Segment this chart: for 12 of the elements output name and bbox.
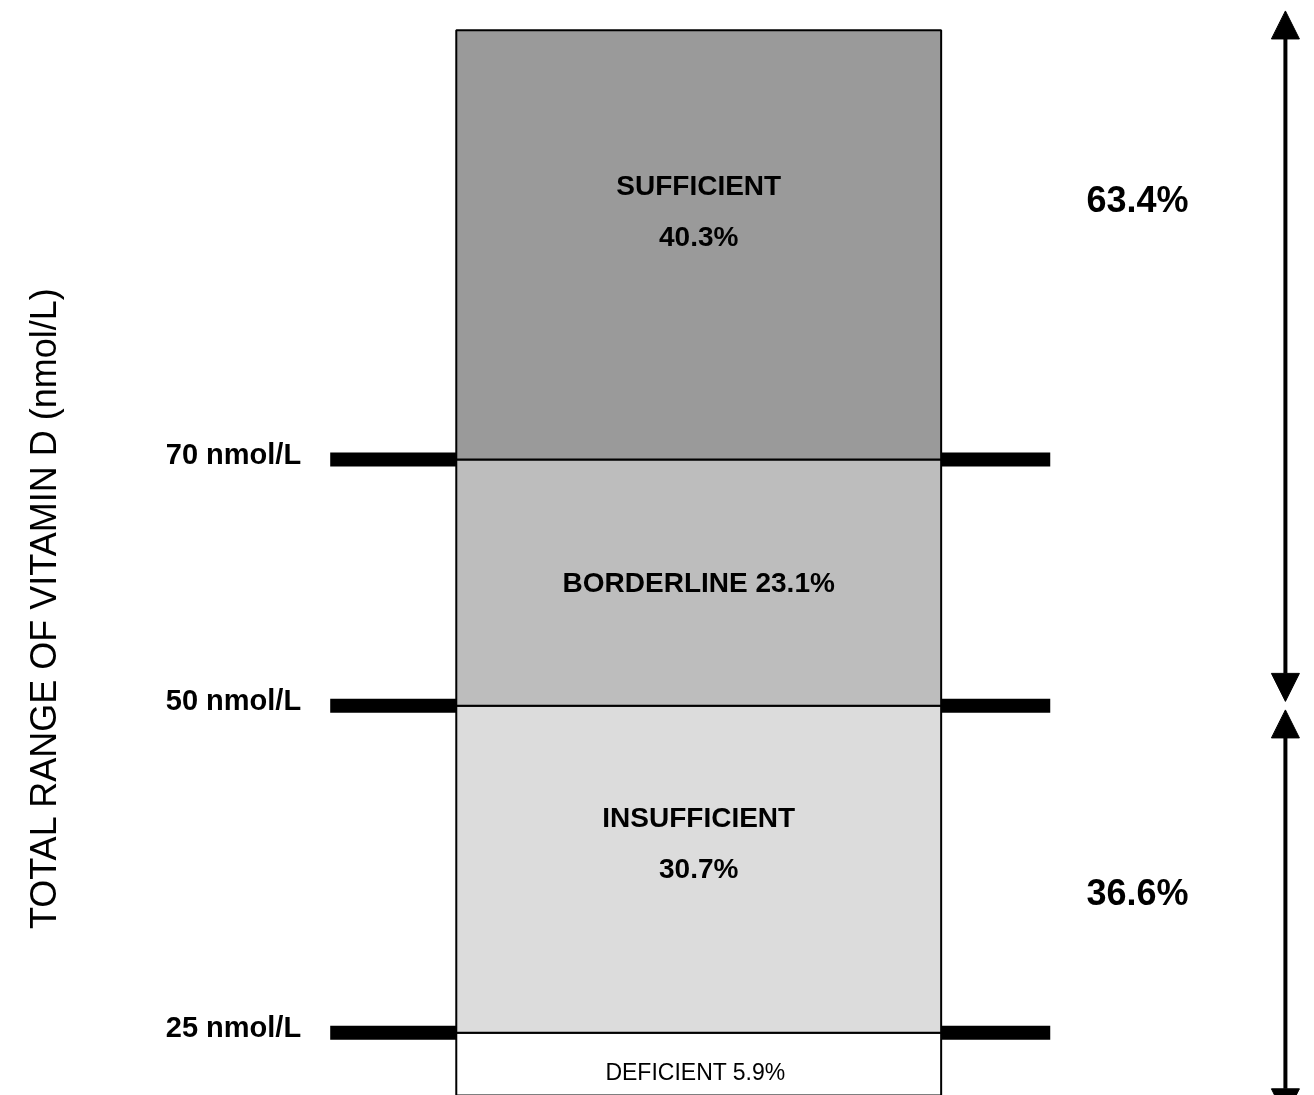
ref-line-label: 25 nmol/L <box>165 1010 302 1043</box>
data-label: 30.7% <box>659 853 739 885</box>
series-label: INSUFFICIENT <box>602 801 796 833</box>
text: DEFICIENT 5.9% <box>605 1059 786 1086</box>
data-label: 40.3% <box>659 220 739 252</box>
series-label: SUFFICIENT <box>616 169 782 201</box>
y-axis-title: TOTAL RANGE OF VITAMIN D (nmol/L) <box>22 288 64 930</box>
annotation: 36.6% <box>1086 872 1189 914</box>
annotation: 63.4% <box>1086 178 1189 220</box>
ref-line-label: 50 nmol/L <box>165 683 302 716</box>
text: BORDERLINE 23.1% <box>562 567 835 599</box>
ref-line-label: 70 nmol/L <box>165 437 302 470</box>
